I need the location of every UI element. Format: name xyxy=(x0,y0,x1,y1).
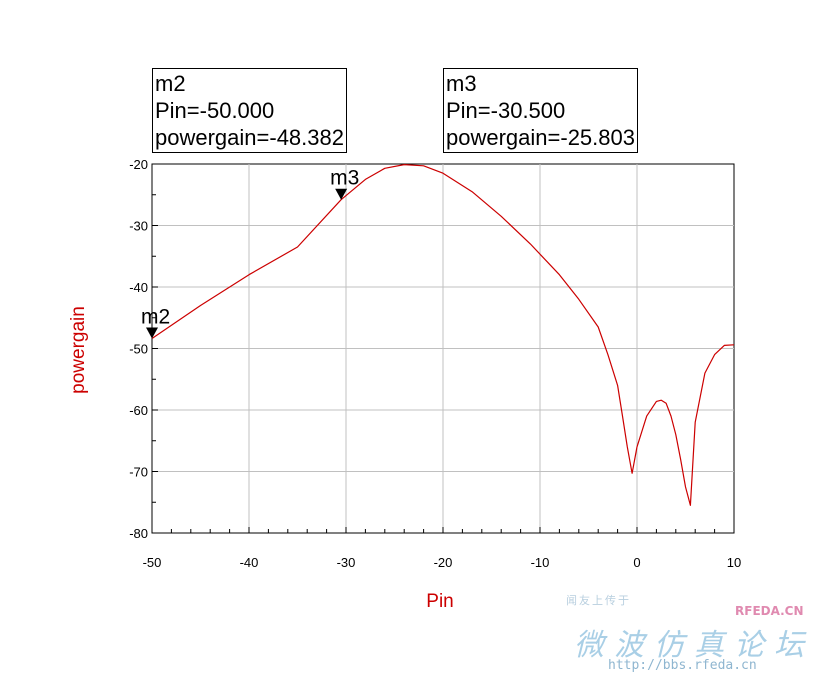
marker-m2-triangle xyxy=(146,327,158,339)
marker-m2-readout: m2 Pin=-50.000 powergain=-48.382 xyxy=(152,68,347,153)
y-tick-label: -60 xyxy=(129,403,148,418)
x-tick-label: -40 xyxy=(240,555,259,570)
marker-m2-label: m2 xyxy=(141,306,170,329)
marker-m3-label: m3 xyxy=(330,167,359,190)
x-tick-label: -50 xyxy=(143,555,162,570)
y-tick-label: -30 xyxy=(129,219,148,234)
marker-m3-name: m3 xyxy=(446,71,477,96)
marker-m3-readout: m3 Pin=-30.500 powergain=-25.803 xyxy=(443,68,638,153)
x-tick-label: 0 xyxy=(633,555,640,570)
watermark-uploader: 闻友上传于 xyxy=(566,594,631,607)
marker-m3-triangle xyxy=(335,188,348,200)
marker-m3-y-readout: powergain=-25.803 xyxy=(446,125,635,150)
y-tick-label: -20 xyxy=(129,157,148,172)
marker-m3-x-readout: Pin=-30.500 xyxy=(446,98,566,123)
watermark-cn-title: 微波仿真论坛 xyxy=(574,628,814,663)
x-tick-label: -30 xyxy=(337,555,356,570)
y-tick-label: -80 xyxy=(129,526,148,541)
x-tick-label: -10 xyxy=(531,555,550,570)
marker-m2-x-readout: Pin=-50.000 xyxy=(155,98,275,123)
y-tick-label: -70 xyxy=(129,465,148,480)
x-tick-label: -20 xyxy=(434,555,453,570)
y-tick-label: -40 xyxy=(129,280,148,295)
watermark-brand: RFEDA.CN xyxy=(735,604,804,618)
watermark-url: http://bbs.rfeda.cn xyxy=(608,658,757,673)
x-tick-label: 10 xyxy=(727,555,741,570)
y-axis-label: powergain xyxy=(68,306,89,394)
y-tick-label: -50 xyxy=(129,342,148,357)
x-axis-label: Pin xyxy=(426,591,453,612)
marker-m2-name: m2 xyxy=(155,71,186,96)
marker-m2-y-readout: powergain=-48.382 xyxy=(155,125,344,150)
series-line-powergain xyxy=(151,164,735,506)
